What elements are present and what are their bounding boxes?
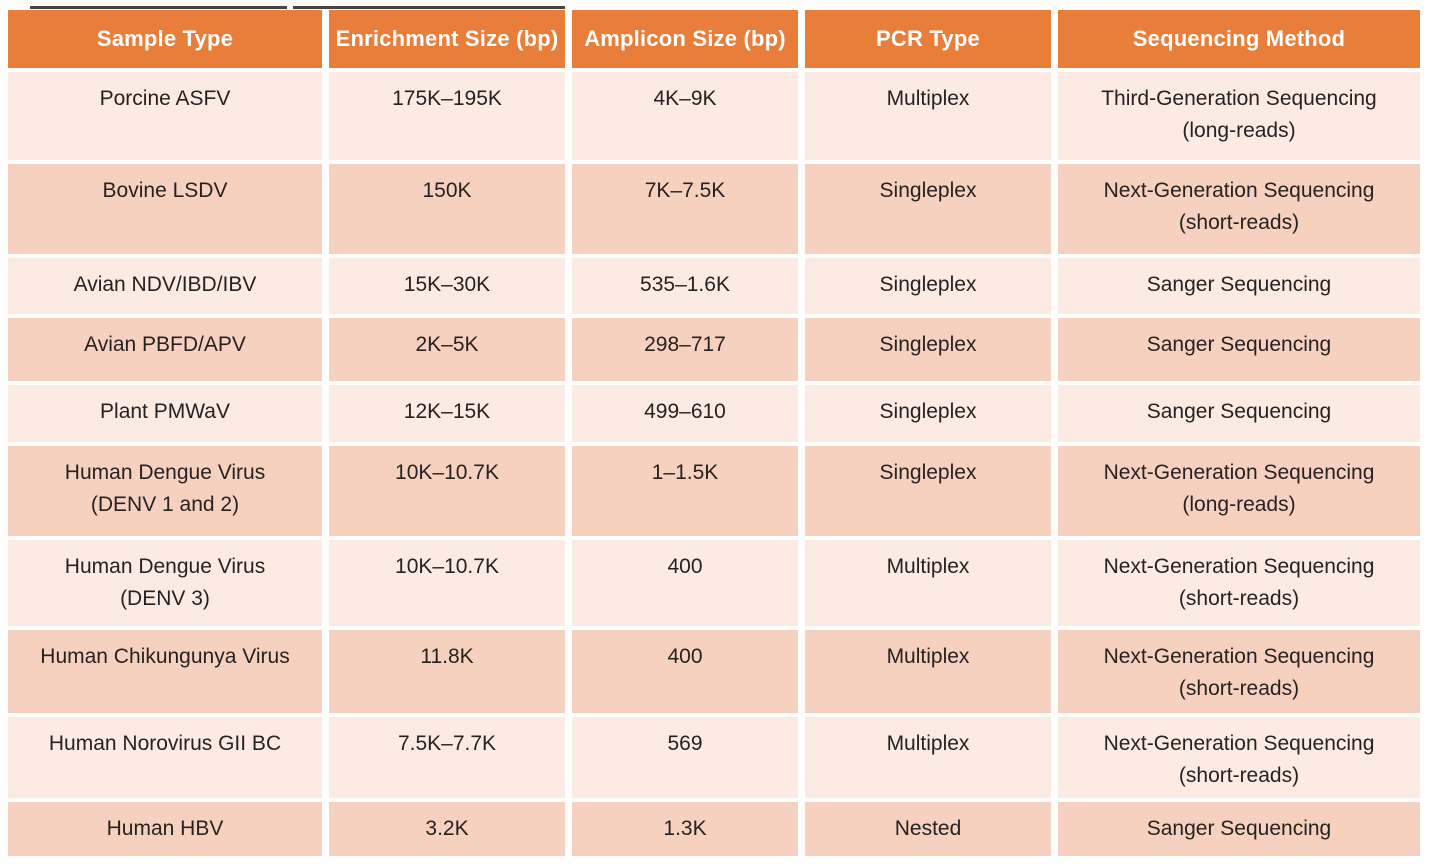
cell-sample-type: Human HBV — [8, 802, 322, 856]
cell-enrichment-size: 12K–15K — [329, 385, 565, 442]
cell-amplicon-size: 499–610 — [572, 385, 798, 442]
cell-amplicon-size: 1.3K — [572, 802, 798, 856]
cell-sequencing-method: Next-Generation Sequencing (long-reads) — [1058, 446, 1420, 536]
cell-sequencing-method: Sanger Sequencing — [1058, 318, 1420, 381]
column-header-sample-type: Sample Type — [8, 10, 322, 68]
cell-enrichment-size: 15K–30K — [329, 258, 565, 314]
cell-enrichment-size: 2K–5K — [329, 318, 565, 381]
table-row: Avian NDV/IBD/IBV 15K–30K 535–1.6K Singl… — [8, 258, 1420, 314]
cell-pcr-type: Singleplex — [805, 164, 1051, 254]
table-row: Human HBV 3.2K 1.3K Nested Sanger Sequen… — [8, 802, 1420, 856]
cell-sample-type: Human Dengue Virus (DENV 1 and 2) — [8, 446, 322, 536]
cell-pcr-type: Multiplex — [805, 540, 1051, 626]
cell-pcr-type: Nested — [805, 802, 1051, 856]
cell-sample-type: Plant PMWaV — [8, 385, 322, 442]
cell-amplicon-size: 569 — [572, 717, 798, 798]
table-row: Bovine LSDV 150K 7K–7.5K Singleplex Next… — [8, 164, 1420, 254]
cell-sequencing-method: Next-Generation Sequencing (short-reads) — [1058, 630, 1420, 713]
data-table: Sample Type Enrichment Size (bp) Amplico… — [1, 6, 1427, 860]
crop-artifact-left — [30, 6, 287, 9]
table-row: Human Dengue Virus (DENV 3) 10K–10.7K 40… — [8, 540, 1420, 626]
cell-sequencing-method: Third-Generation Sequencing (long-reads) — [1058, 72, 1420, 160]
cell-enrichment-size: 150K — [329, 164, 565, 254]
table-row: Avian PBFD/APV 2K–5K 298–717 Singleplex … — [8, 318, 1420, 381]
table-row: Human Dengue Virus (DENV 1 and 2) 10K–10… — [8, 446, 1420, 536]
cell-sample-type: Human Chikungunya Virus — [8, 630, 322, 713]
cell-amplicon-size: 535–1.6K — [572, 258, 798, 314]
table-row: Human Chikungunya Virus 11.8K 400 Multip… — [8, 630, 1420, 713]
table-header-row: Sample Type Enrichment Size (bp) Amplico… — [8, 10, 1420, 68]
cell-sample-type: Human Dengue Virus (DENV 3) — [8, 540, 322, 626]
cell-sample-type: Bovine LSDV — [8, 164, 322, 254]
table-row: Human Norovirus GII BC 7.5K–7.7K 569 Mul… — [8, 717, 1420, 798]
cell-pcr-type: Singleplex — [805, 446, 1051, 536]
cell-enrichment-size: 175K–195K — [329, 72, 565, 160]
cell-amplicon-size: 1–1.5K — [572, 446, 798, 536]
cell-pcr-type: Singleplex — [805, 385, 1051, 442]
cell-pcr-type: Multiplex — [805, 717, 1051, 798]
cell-enrichment-size: 10K–10.7K — [329, 446, 565, 536]
cell-amplicon-size: 4K–9K — [572, 72, 798, 160]
table-row: Porcine ASFV 175K–195K 4K–9K Multiplex T… — [8, 72, 1420, 160]
cell-sequencing-method: Sanger Sequencing — [1058, 385, 1420, 442]
cell-amplicon-size: 400 — [572, 630, 798, 713]
table-row: Plant PMWaV 12K–15K 499–610 Singleplex S… — [8, 385, 1420, 442]
cell-sequencing-method: Sanger Sequencing — [1058, 802, 1420, 856]
cell-sample-type: Avian PBFD/APV — [8, 318, 322, 381]
cell-amplicon-size: 400 — [572, 540, 798, 626]
cell-pcr-type: Singleplex — [805, 318, 1051, 381]
cell-sample-type: Porcine ASFV — [8, 72, 322, 160]
cell-pcr-type: Multiplex — [805, 630, 1051, 713]
cell-amplicon-size: 7K–7.5K — [572, 164, 798, 254]
cell-enrichment-size: 7.5K–7.7K — [329, 717, 565, 798]
column-header-sequencing-method: Sequencing Method — [1058, 10, 1420, 68]
cell-pcr-type: Singleplex — [805, 258, 1051, 314]
cell-sequencing-method: Next-Generation Sequencing (short-reads) — [1058, 540, 1420, 626]
cell-enrichment-size: 3.2K — [329, 802, 565, 856]
cell-sample-type: Human Norovirus GII BC — [8, 717, 322, 798]
column-header-amplicon-size: Amplicon Size (bp) — [572, 10, 798, 68]
cell-enrichment-size: 10K–10.7K — [329, 540, 565, 626]
cell-sequencing-method: Sanger Sequencing — [1058, 258, 1420, 314]
cell-pcr-type: Multiplex — [805, 72, 1051, 160]
column-header-pcr-type: PCR Type — [805, 10, 1051, 68]
cell-sequencing-method: Next-Generation Sequencing (short-reads) — [1058, 717, 1420, 798]
column-header-enrichment-size: Enrichment Size (bp) — [329, 10, 565, 68]
cell-amplicon-size: 298–717 — [572, 318, 798, 381]
cell-sequencing-method: Next-Generation Sequencing (short-reads) — [1058, 164, 1420, 254]
cell-enrichment-size: 11.8K — [329, 630, 565, 713]
crop-artifact-right — [293, 6, 565, 9]
cell-sample-type: Avian NDV/IBD/IBV — [8, 258, 322, 314]
